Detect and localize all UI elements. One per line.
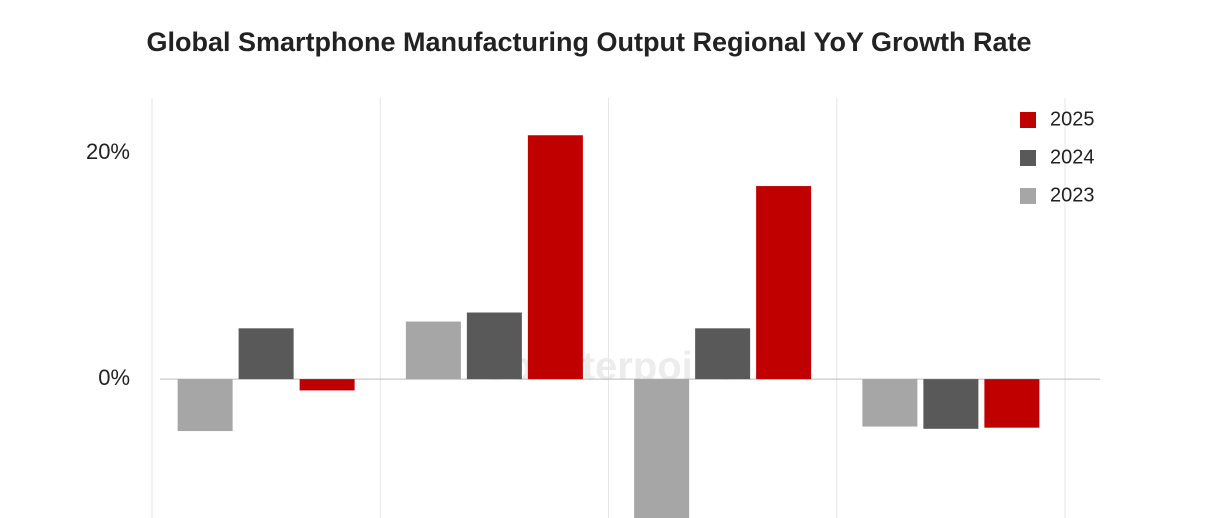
legend-swatch <box>1020 150 1036 166</box>
y-tick-label: 0% <box>98 365 130 390</box>
legend-swatch <box>1020 188 1036 204</box>
bar <box>238 328 294 380</box>
bar <box>527 135 583 380</box>
bar <box>634 379 690 518</box>
bar <box>756 186 812 380</box>
bar <box>299 379 355 391</box>
y-tick-label: 20% <box>86 139 130 164</box>
legend-swatch <box>1020 112 1036 128</box>
bar <box>923 379 979 429</box>
bar <box>862 379 918 427</box>
bar <box>405 321 461 380</box>
bar <box>177 379 233 432</box>
bar <box>466 312 522 380</box>
legend-label: 2024 <box>1050 146 1095 168</box>
chart-title: Global Smartphone Manufacturing Output R… <box>146 27 1031 57</box>
bars <box>177 135 1040 518</box>
legend-label: 2023 <box>1050 184 1095 206</box>
legend-label: 2025 <box>1050 108 1095 130</box>
bar <box>984 379 1040 428</box>
bar <box>695 328 751 380</box>
